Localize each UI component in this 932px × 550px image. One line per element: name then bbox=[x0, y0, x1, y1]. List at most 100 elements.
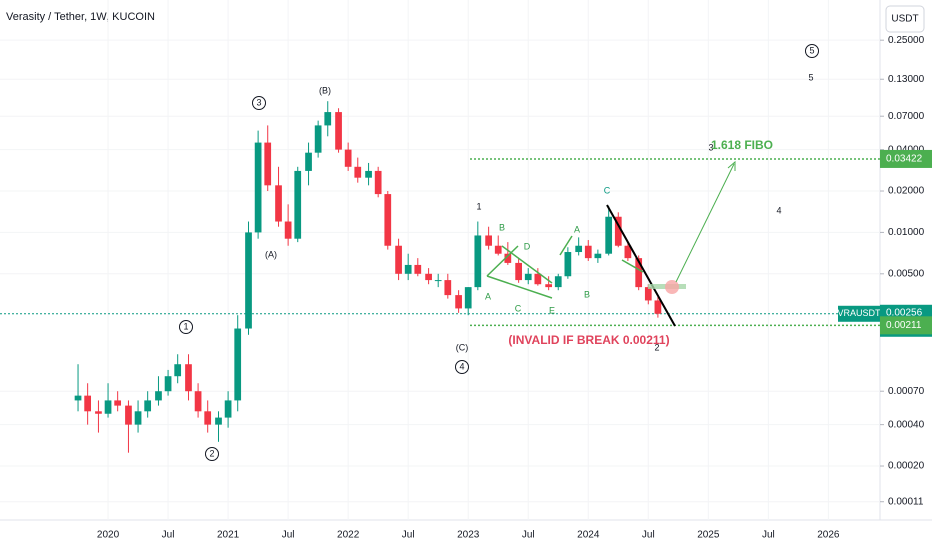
candle-body bbox=[324, 112, 332, 126]
candle-body bbox=[314, 125, 322, 153]
candle-body bbox=[245, 232, 252, 329]
wave-label: (B) bbox=[319, 85, 331, 95]
wave-label: A bbox=[574, 224, 580, 234]
candle-body bbox=[365, 170, 372, 178]
y-tick-label: 0.25000 bbox=[888, 35, 925, 46]
candle-body bbox=[144, 400, 152, 412]
candle-body bbox=[264, 142, 272, 186]
candle-body bbox=[635, 258, 643, 288]
x-tick-label: Jul bbox=[762, 530, 775, 541]
x-tick-label: Jul bbox=[642, 530, 655, 541]
candle-body bbox=[114, 400, 122, 406]
drawings bbox=[486, 160, 736, 327]
candle-body bbox=[605, 216, 613, 254]
candle-body bbox=[155, 391, 162, 401]
wave-label: 5 bbox=[808, 72, 813, 82]
wave-label: C bbox=[604, 185, 611, 195]
candle-body bbox=[524, 273, 532, 281]
x-tick-label: Jul bbox=[402, 530, 415, 541]
candle-body bbox=[414, 264, 422, 274]
price-tag-label: 0.03422 bbox=[886, 154, 923, 165]
candle-body bbox=[494, 245, 502, 254]
candle-body bbox=[515, 262, 522, 281]
x-tick-label: 2022 bbox=[337, 530, 360, 541]
x-tick-label: 2023 bbox=[457, 530, 480, 541]
candle-body bbox=[504, 253, 512, 263]
candle-body bbox=[134, 411, 142, 425]
symbol-tag bbox=[838, 305, 880, 322]
candle-body bbox=[185, 364, 192, 392]
wave-label-circled: 2 bbox=[209, 448, 214, 458]
wave-label: E bbox=[549, 305, 555, 315]
candle-body bbox=[464, 287, 472, 309]
x-tick-label: Jul bbox=[162, 530, 175, 541]
currency-button-label[interactable]: USDT bbox=[891, 14, 918, 25]
wave-label: 3 bbox=[708, 142, 713, 152]
x-tick-label: Jul bbox=[282, 530, 295, 541]
symbol-tag-label: VRAUSDT bbox=[837, 308, 881, 318]
wave-label: D bbox=[524, 241, 531, 251]
price-tag bbox=[880, 149, 932, 168]
candle-body bbox=[344, 149, 352, 167]
candle-body bbox=[284, 221, 292, 239]
resistance-line bbox=[606, 204, 676, 327]
wave-label-circled: 1 bbox=[183, 321, 188, 331]
candle-body bbox=[575, 245, 583, 253]
y-tick-label: 0.00070 bbox=[888, 386, 925, 397]
trend-line bbox=[486, 245, 519, 277]
candle-body bbox=[335, 112, 342, 150]
wave-label-circled: 5 bbox=[809, 45, 814, 55]
wave-label: (C) bbox=[456, 342, 469, 352]
candle-body bbox=[455, 295, 462, 309]
candle-body bbox=[624, 245, 632, 259]
wave-label: C bbox=[515, 303, 522, 313]
trend-line bbox=[486, 275, 553, 299]
candle-body bbox=[384, 194, 392, 246]
candle-body bbox=[554, 276, 562, 288]
candle-body bbox=[104, 400, 112, 414]
candle-body bbox=[644, 287, 652, 301]
wave-label: B bbox=[499, 222, 505, 232]
y-tick-label: 0.01000 bbox=[888, 227, 925, 238]
x-tick-label: 2020 bbox=[97, 530, 120, 541]
wave-label: 4 bbox=[776, 205, 781, 215]
wave-label: A bbox=[485, 291, 491, 301]
candle-body bbox=[434, 280, 442, 282]
x-tick-label: 2021 bbox=[217, 530, 240, 541]
candle-body bbox=[84, 395, 92, 412]
y-tick-label: 0.00020 bbox=[888, 461, 925, 472]
wave-label: 1 bbox=[476, 201, 481, 211]
projection-arrow bbox=[675, 163, 735, 283]
candle-body bbox=[404, 264, 412, 274]
trend-line bbox=[559, 235, 573, 256]
currency-button-frame[interactable] bbox=[885, 5, 925, 33]
candle-body bbox=[444, 280, 452, 296]
price-tag-label: 0.00256 bbox=[886, 307, 923, 318]
axes: 0.25000 0.13000 0.07000 0.04000 0.02000 0.010… bbox=[97, 35, 932, 541]
candle-body bbox=[584, 245, 592, 259]
candle-body bbox=[224, 400, 232, 418]
breakout-marker bbox=[665, 280, 679, 294]
trend-line bbox=[501, 245, 553, 284]
wave-circle bbox=[252, 96, 266, 110]
candle-body bbox=[254, 142, 262, 233]
candle-body bbox=[234, 328, 242, 401]
wave-label: 2 bbox=[654, 342, 659, 352]
wave-label: (INVALID IF BREAK 0.00211) bbox=[508, 333, 669, 347]
y-tick-label: 0.07000 bbox=[888, 111, 925, 122]
candle-body bbox=[545, 284, 553, 288]
chart-title: Verasity / Tether, 1W, KUCOIN bbox=[6, 11, 155, 23]
y-tick-label: 0.00011 bbox=[888, 496, 924, 507]
candle-body bbox=[614, 216, 622, 246]
candle-body bbox=[95, 411, 102, 414]
candle-body bbox=[275, 185, 282, 222]
candle-body bbox=[294, 170, 302, 239]
wave-circle bbox=[179, 320, 193, 334]
candle-body bbox=[654, 300, 662, 314]
y-tick-label: 0.04000 bbox=[888, 144, 925, 155]
candle-body bbox=[564, 252, 572, 277]
candle-body bbox=[164, 376, 172, 392]
wave-label: 1.618 FIBO bbox=[711, 138, 773, 152]
currency-button[interactable]: USDT bbox=[885, 5, 925, 33]
